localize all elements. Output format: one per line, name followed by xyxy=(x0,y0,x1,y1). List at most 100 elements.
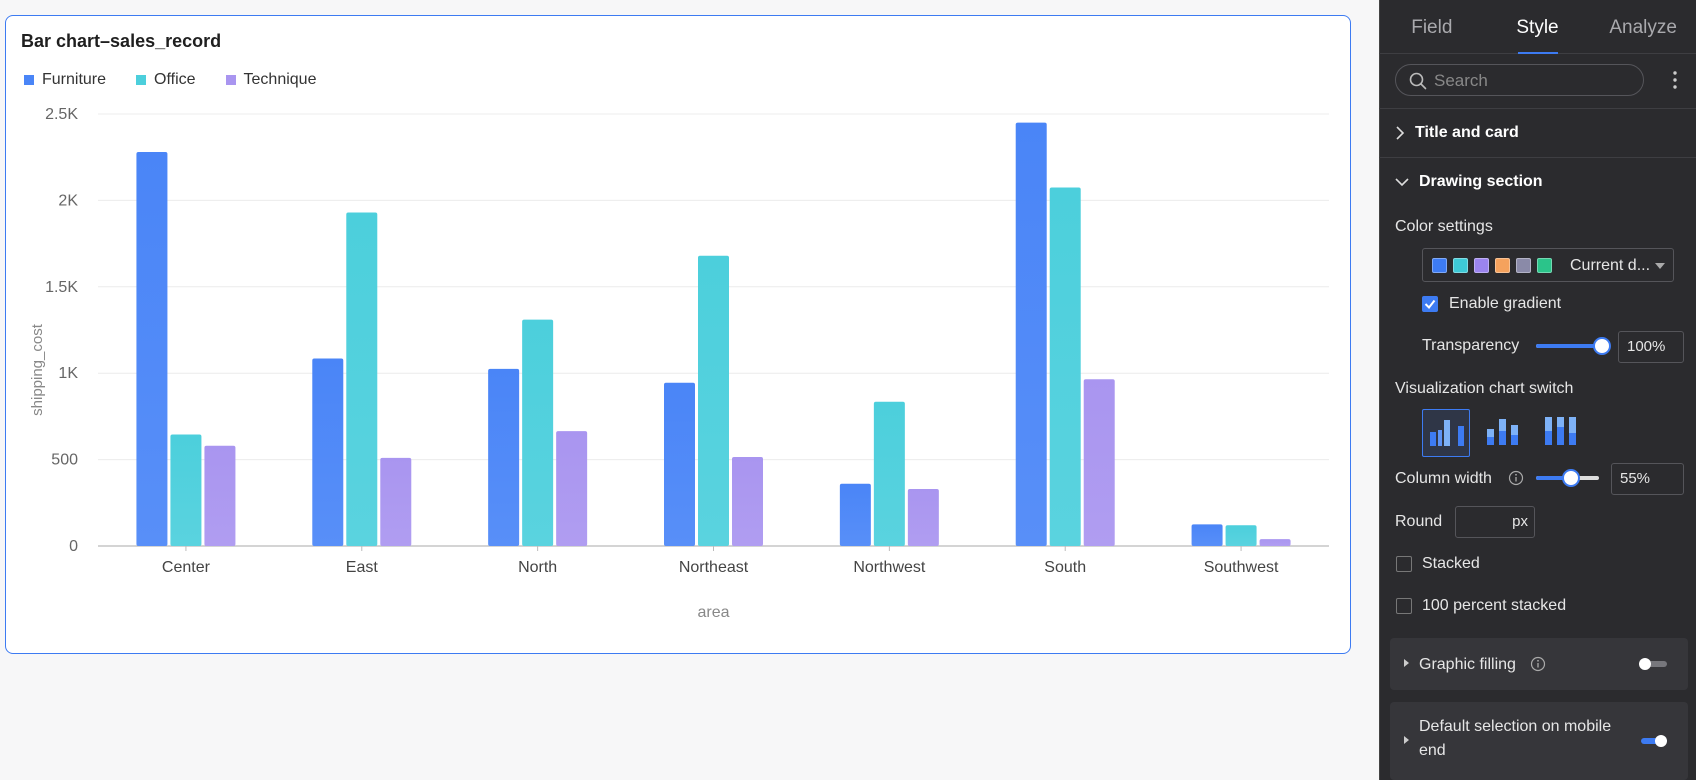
search-row xyxy=(1395,64,1685,98)
stacked-label: Stacked xyxy=(1422,555,1480,572)
legend-item-furniture[interactable]: Furniture xyxy=(24,71,106,89)
bar-office-south xyxy=(1049,187,1081,546)
default-selection-card[interactable]: Default selection on mobile end xyxy=(1390,702,1688,780)
round-unit: px xyxy=(1512,513,1528,530)
column-width-label: Column width xyxy=(1395,470,1492,487)
panel-edge xyxy=(1379,0,1380,780)
bar-office-east xyxy=(346,212,378,546)
chart-title: Bar chart–sales_record xyxy=(21,31,222,51)
bar-technique-center xyxy=(204,445,236,546)
chart-legend: Furniture Office Technique xyxy=(24,71,316,89)
grouped-bar-icon xyxy=(1430,420,1464,446)
bar-office-center xyxy=(170,434,202,546)
x-tick-label: East xyxy=(346,559,379,576)
stacked-bar-icon xyxy=(1487,419,1518,445)
palette-swatch xyxy=(1474,258,1489,273)
section-title-and-card[interactable]: Title and card xyxy=(1395,124,1519,142)
bar-furniture-northeast xyxy=(664,382,695,546)
section-drawing[interactable]: Drawing section xyxy=(1395,173,1543,191)
palette-name: Current d... xyxy=(1570,257,1651,274)
x-tick-label: South xyxy=(1044,559,1086,576)
y-axis-title: shipping_cost xyxy=(29,323,46,416)
info-icon[interactable] xyxy=(1508,470,1524,486)
bar-technique-southwest xyxy=(1259,539,1291,546)
transparency-slider[interactable] xyxy=(1536,336,1611,356)
bar-office-north xyxy=(522,319,554,546)
chevron-right-icon xyxy=(1396,126,1405,140)
round-label: Round xyxy=(1395,513,1443,530)
legend-swatch-furniture xyxy=(24,75,34,85)
section-drawing-label: Drawing section xyxy=(1419,173,1543,190)
search-box[interactable] xyxy=(1395,64,1644,96)
slider-thumb[interactable] xyxy=(1561,469,1580,487)
bar-furniture-north xyxy=(488,368,520,546)
bar-technique-north xyxy=(556,431,588,546)
color-palette-select[interactable]: Current d... xyxy=(1422,248,1674,282)
round-input[interactable]: px xyxy=(1455,506,1535,538)
palette-swatch xyxy=(1516,258,1531,273)
graphic-filling-toggle[interactable] xyxy=(1639,658,1667,670)
y-tick-label: 2.5K xyxy=(45,106,78,123)
bar-technique-northeast xyxy=(732,457,763,546)
info-icon[interactable] xyxy=(1530,656,1546,672)
palette-swatch xyxy=(1453,258,1468,273)
bar-furniture-south xyxy=(1015,122,1047,546)
toggle-knob xyxy=(1655,735,1667,747)
bar-furniture-southwest xyxy=(1191,524,1223,546)
checkmark-icon xyxy=(1424,299,1436,310)
x-tick-label: North xyxy=(518,559,557,576)
default-selection-label-line1: Default selection on mobile xyxy=(1419,718,1612,735)
search-input[interactable] xyxy=(1434,69,1634,93)
percent-stacked-bar-icon xyxy=(1545,417,1576,445)
viz-grouped-bar-option[interactable] xyxy=(1422,409,1470,457)
x-tick-label: Northwest xyxy=(853,559,926,576)
bar-chart-plot: 0 500 1K 1.5K 2K 2.5K Center East North Northeast… xyxy=(29,106,1329,621)
enable-gradient-checkbox[interactable] xyxy=(1422,296,1438,312)
x-axis-title: area xyxy=(697,604,729,621)
enable-gradient-label: Enable gradient xyxy=(1449,295,1562,312)
divider xyxy=(1379,157,1696,158)
y-tick-label: 1.5K xyxy=(45,279,78,296)
graphic-filling-label: Graphic filling xyxy=(1419,656,1516,673)
style-panel: Field Style Analyze Title and card Drawi… xyxy=(1379,0,1696,780)
bar-technique-northwest xyxy=(907,488,939,546)
legend-label-furniture: Furniture xyxy=(42,71,107,88)
transparency-label: Transparency xyxy=(1422,337,1520,354)
stacked-checkbox[interactable] xyxy=(1396,556,1412,572)
legend-item-technique[interactable]: Technique xyxy=(225,71,316,89)
column-width-input[interactable]: 55% xyxy=(1611,463,1684,495)
y-tick-label: 0 xyxy=(69,538,78,555)
bar-technique-east xyxy=(380,457,412,546)
palette-swatch xyxy=(1537,258,1552,273)
chart-card[interactable]: Bar chart–sales_record Furniture Office … xyxy=(5,15,1351,654)
default-selection-toggle[interactable] xyxy=(1641,735,1667,747)
caret-right-icon xyxy=(1404,659,1409,667)
y-tick-label: 500 xyxy=(51,452,78,469)
bar-furniture-center xyxy=(136,152,168,547)
bar-office-northwest xyxy=(873,401,905,546)
x-tick-label: Center xyxy=(162,559,211,576)
toggle-knob xyxy=(1639,658,1651,670)
tab-field[interactable]: Field xyxy=(1411,17,1453,38)
transparency-input[interactable]: 100% xyxy=(1618,331,1684,363)
slider-fill xyxy=(1536,344,1602,348)
section-title-and-card-label: Title and card xyxy=(1415,124,1519,141)
more-options-icon[interactable] xyxy=(1667,68,1683,92)
legend-label-office: Office xyxy=(154,71,196,88)
viz-stacked-bar-option[interactable] xyxy=(1480,409,1528,457)
graphic-filling-card[interactable]: Graphic filling xyxy=(1390,638,1688,690)
tab-style[interactable]: Style xyxy=(1485,0,1591,54)
x-tick-label: Southwest xyxy=(1204,559,1279,576)
y-tick-label: 2K xyxy=(58,192,78,209)
tab-analyze[interactable]: Analyze xyxy=(1609,17,1677,38)
bar-technique-south xyxy=(1083,379,1115,546)
color-settings-label: Color settings xyxy=(1395,218,1493,235)
slider-thumb[interactable] xyxy=(1593,337,1611,355)
panel-tabs: Field Style Analyze xyxy=(1379,0,1696,54)
legend-item-office[interactable]: Office xyxy=(136,71,196,89)
viz-percent-stacked-bar-option[interactable] xyxy=(1538,409,1586,457)
percent-stacked-checkbox[interactable] xyxy=(1396,598,1412,614)
y-tick-label: 1K xyxy=(58,365,78,382)
column-width-slider[interactable] xyxy=(1536,468,1599,488)
palette-swatch xyxy=(1495,258,1510,273)
